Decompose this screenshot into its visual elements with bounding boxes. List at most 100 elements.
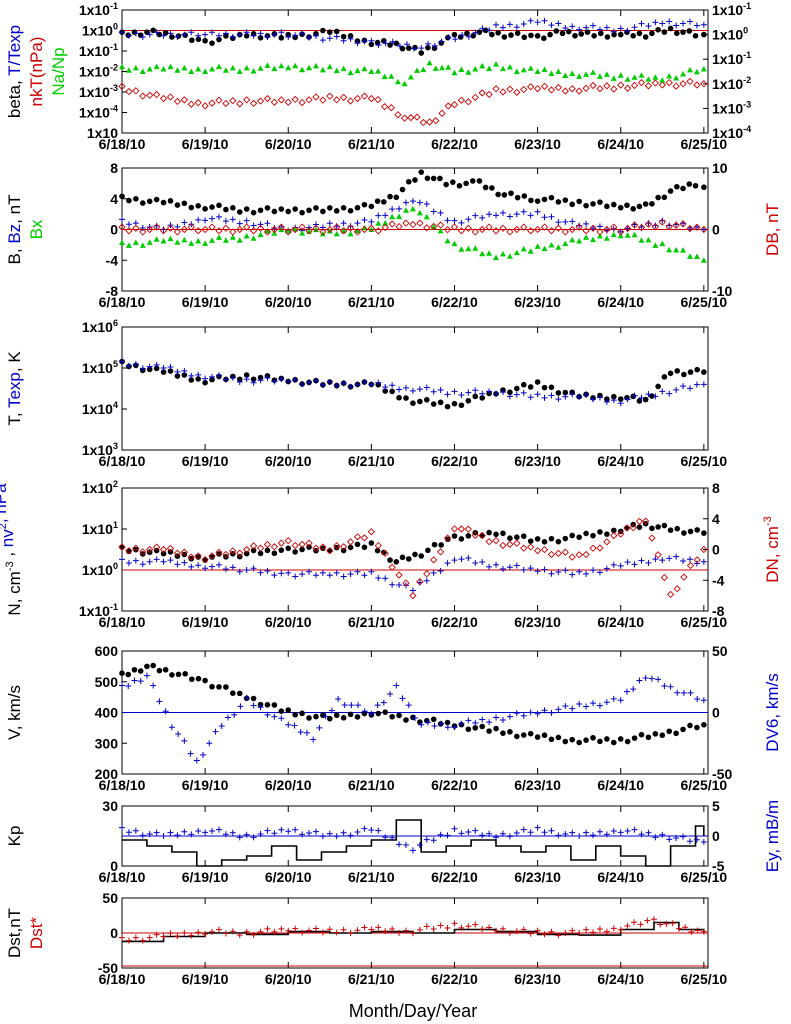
data-point xyxy=(578,31,585,37)
x-tick-label: 6/19/10 xyxy=(182,294,229,310)
data-point xyxy=(617,926,624,933)
data-point xyxy=(416,219,424,227)
data-point xyxy=(617,25,624,32)
data-point xyxy=(181,236,188,243)
data-point xyxy=(381,199,387,205)
data-point xyxy=(399,695,406,702)
data-point xyxy=(499,209,506,216)
data-point xyxy=(208,552,216,560)
data-point xyxy=(285,828,292,835)
data-point xyxy=(649,200,655,207)
data-point xyxy=(499,717,506,724)
data-point xyxy=(495,29,501,36)
data-point xyxy=(569,201,576,208)
data-point xyxy=(299,30,306,37)
data-point xyxy=(631,24,638,31)
data-point xyxy=(195,929,202,936)
data-point xyxy=(319,37,326,44)
data-point xyxy=(589,81,597,90)
data-point xyxy=(624,828,631,834)
data-point xyxy=(534,243,541,249)
data-point xyxy=(520,389,527,396)
data-point xyxy=(292,549,298,555)
data-point xyxy=(201,225,209,234)
data-point xyxy=(458,66,465,72)
data-point xyxy=(306,34,313,41)
data-point xyxy=(659,831,666,838)
data-point xyxy=(381,549,389,558)
data-point xyxy=(700,545,708,554)
data-point xyxy=(224,714,231,721)
data-point xyxy=(271,550,278,557)
x-tick-label: 6/19/10 xyxy=(182,453,229,469)
data-point xyxy=(541,707,548,714)
data-point xyxy=(541,566,548,573)
data-point xyxy=(347,929,354,936)
data-point xyxy=(125,937,132,944)
data-point xyxy=(278,826,285,833)
data-point xyxy=(430,925,437,932)
data-point xyxy=(686,77,694,86)
data-point xyxy=(451,31,458,38)
data-point xyxy=(215,548,223,556)
data-point xyxy=(665,78,673,87)
data-point xyxy=(693,223,701,231)
y-tick-label: 1x102 xyxy=(82,479,118,496)
data-point xyxy=(430,556,438,564)
data-point xyxy=(644,917,651,924)
data-point xyxy=(409,387,416,394)
data-point xyxy=(644,82,653,90)
data-point xyxy=(506,564,513,571)
data-point xyxy=(590,734,596,741)
data-point xyxy=(533,85,542,93)
data-point xyxy=(388,73,395,79)
data-point xyxy=(652,19,659,26)
x-tick-label: 6/21/10 xyxy=(348,136,395,152)
data-point xyxy=(413,113,421,121)
data-point xyxy=(418,553,425,559)
data-point xyxy=(431,42,438,49)
data-point xyxy=(393,682,400,689)
data-point xyxy=(333,223,341,231)
data-point xyxy=(243,223,251,231)
data-point xyxy=(694,927,701,934)
data-point xyxy=(493,725,499,732)
data-point xyxy=(596,85,604,93)
data-point xyxy=(682,924,689,931)
data-point xyxy=(527,829,534,836)
data-point xyxy=(188,204,195,211)
data-point xyxy=(400,114,409,122)
data-point xyxy=(555,706,562,713)
data-point xyxy=(624,29,630,35)
data-point xyxy=(340,380,347,387)
data-point xyxy=(555,832,562,839)
x-tick-label: 6/23/10 xyxy=(514,453,561,469)
data-point xyxy=(450,179,456,185)
data-point xyxy=(222,237,229,243)
data-point xyxy=(458,924,465,931)
data-point xyxy=(451,557,458,564)
data-point xyxy=(216,551,222,557)
data-point xyxy=(548,384,555,391)
data-point xyxy=(270,543,279,551)
data-point xyxy=(486,719,493,726)
data-point xyxy=(638,831,645,838)
data-point xyxy=(132,934,139,941)
data-point xyxy=(175,671,182,678)
data-point xyxy=(299,546,305,553)
data-point xyxy=(673,730,679,737)
data-point xyxy=(604,34,611,40)
data-point xyxy=(368,710,375,717)
data-point xyxy=(479,832,486,839)
data-point xyxy=(215,63,222,70)
data-point xyxy=(319,230,326,237)
data-point xyxy=(153,829,160,836)
data-point xyxy=(645,391,652,398)
data-point xyxy=(693,836,700,843)
data-point xyxy=(250,209,257,216)
data-point xyxy=(340,33,347,40)
data-point xyxy=(361,572,368,579)
data-point xyxy=(572,32,578,39)
data-point xyxy=(382,212,389,219)
